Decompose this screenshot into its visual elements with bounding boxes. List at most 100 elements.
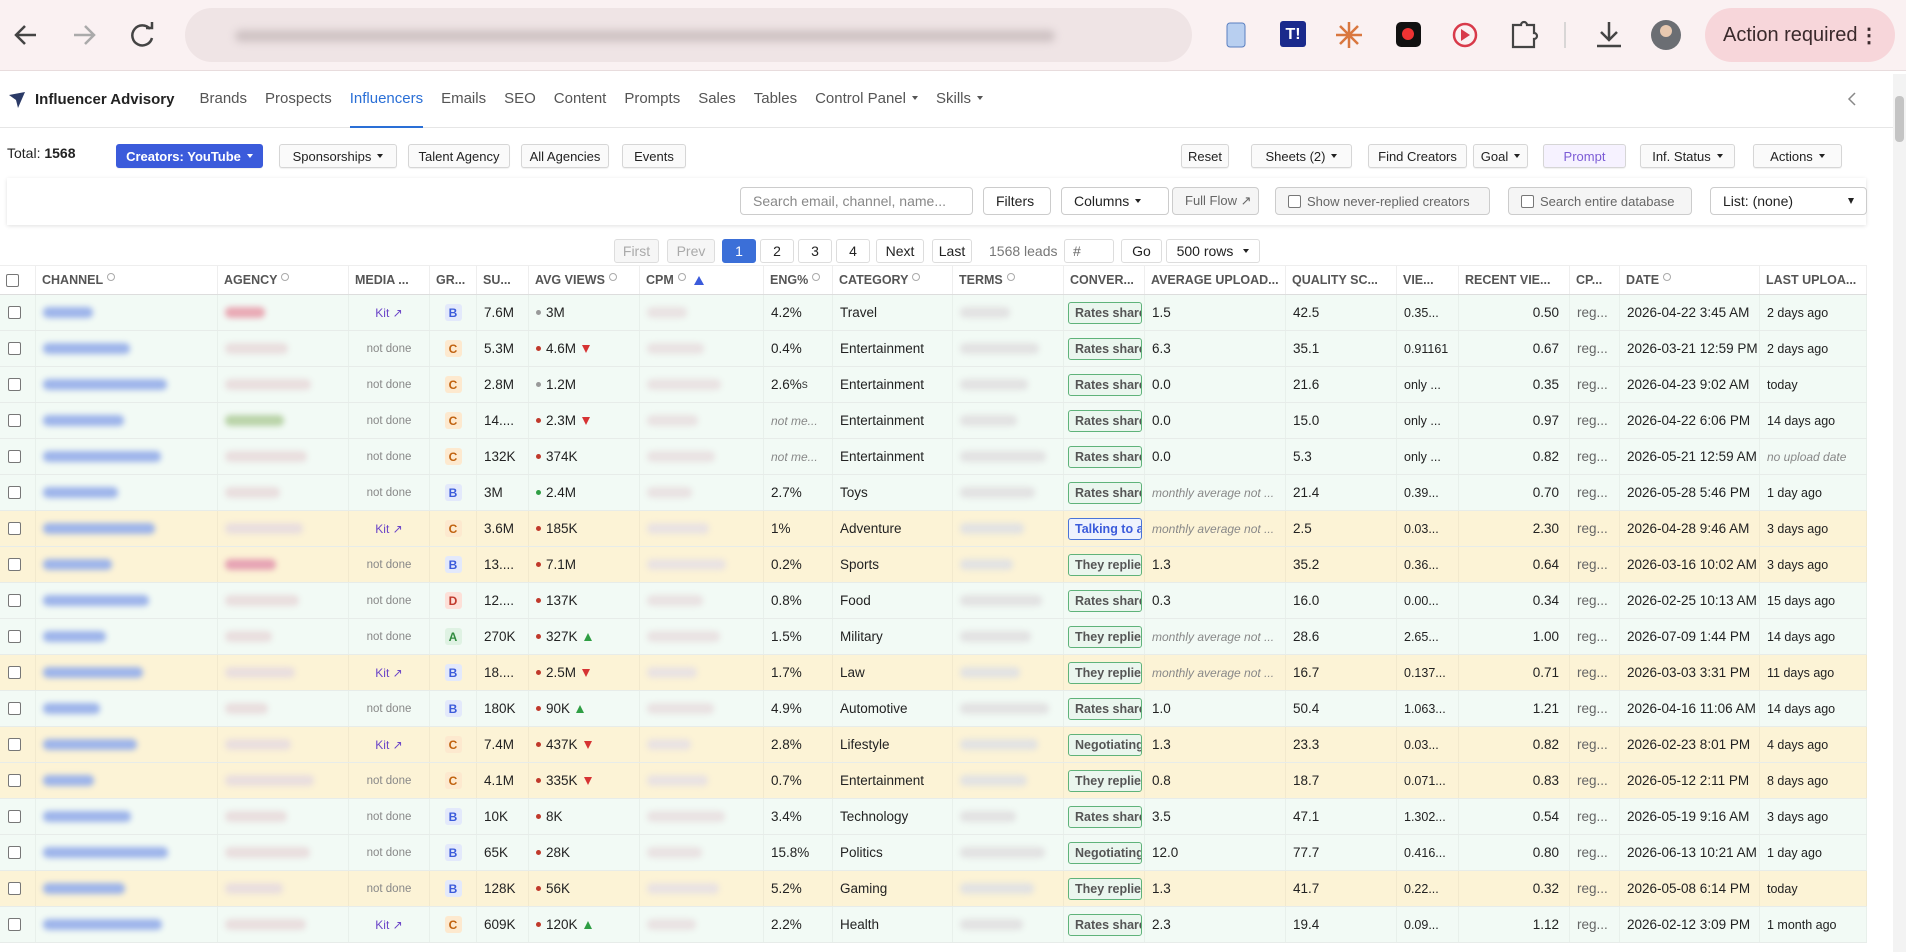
toolbar-button[interactable]: Inf. Status <box>1640 144 1735 168</box>
header-cell[interactable]: AVERAGE UPLOAD... <box>1145 266 1286 294</box>
entire-db-toggle[interactable]: Search entire database <box>1508 187 1692 215</box>
table-row[interactable]: not done C 132K 374K not me... Entertainment R… <box>0 439 1867 475</box>
rows-select[interactable]: 500 rows <box>1166 239 1260 263</box>
table-row[interactable]: Kit ↗ C 3.6M 185K 1% Adventure Talking to a mon… <box>0 511 1867 547</box>
header-cell[interactable]: CONVER... <box>1064 266 1145 294</box>
table-row[interactable]: not done B 13.... 7.1M 0.2% Sports They replie… <box>0 547 1867 583</box>
header-cell[interactable]: RECENT VIE... <box>1459 266 1570 294</box>
stage-badge[interactable]: They replie <box>1068 661 1142 684</box>
nav-item[interactable]: SEO <box>504 71 536 128</box>
table-row[interactable]: Kit ↗ B 7.6M 3M 4.2% Travel Rates share 1.5 42.5… <box>0 295 1867 331</box>
nav-item[interactable]: Content <box>554 71 607 128</box>
table-row[interactable]: not done C 4.1M 335K 0.7% Entertainment They r… <box>0 763 1867 799</box>
toolbar-button[interactable]: Talent Agency <box>408 144 510 168</box>
search-input[interactable]: Search email, channel, name... <box>740 187 973 215</box>
table-row[interactable]: not done C 5.3M 4.6M 0.4% Entertainment Rates … <box>0 331 1867 367</box>
header-cell[interactable]: CATEGORY <box>833 266 953 294</box>
prev-page[interactable]: Prev <box>667 239 715 263</box>
stage-badge[interactable]: Rates share <box>1068 373 1142 396</box>
nav-item[interactable]: Influencers <box>349 71 424 128</box>
table-row[interactable]: not done C 2.8M 1.2M 2.6% S Entertainment Rates… <box>0 367 1867 403</box>
nav-item[interactable]: Brands <box>199 71 247 128</box>
toolbar-button[interactable]: Creators: YouTube <box>116 144 263 168</box>
table-row[interactable]: not done B 3M 2.4M 2.7% Toys Rates share monthl… <box>0 475 1867 511</box>
table-row[interactable]: not done C 14.... 2.3M not me... Entertainmen… <box>0 403 1867 439</box>
header-cell[interactable]: SU... <box>477 266 529 294</box>
nav-item[interactable]: Prospects <box>265 71 332 128</box>
table-row[interactable]: not done D 12.... 137K 0.8% Food Rates share 0.… <box>0 583 1867 619</box>
table-row[interactable]: Kit ↗ C 7.4M 437K 2.8% Lifestyle Negotiating 1.… <box>0 727 1867 763</box>
stage-badge[interactable]: They replie <box>1068 769 1142 792</box>
row-checkbox[interactable] <box>8 666 21 679</box>
row-checkbox[interactable] <box>8 630 21 643</box>
table-row[interactable]: Kit ↗ B 18.... 2.5M 1.7% Law They replie monthl… <box>0 655 1867 691</box>
row-checkbox[interactable] <box>8 306 21 319</box>
row-checkbox[interactable] <box>8 846 21 859</box>
go-button[interactable]: Go <box>1121 239 1162 263</box>
brand[interactable]: Influencer Advisory <box>35 90 175 108</box>
table-row[interactable]: not done B 128K 56K 5.2% Gaming They replie 1.3… <box>0 871 1867 907</box>
first-page[interactable]: First <box>614 239 659 263</box>
table-row[interactable]: not done B 10K 8K 3.4% Technology Rates share 3… <box>0 799 1867 835</box>
page-number[interactable]: 1 <box>722 239 756 263</box>
nav-item[interactable]: Control Panel <box>815 71 918 128</box>
action-required[interactable]: Action required ⋮ <box>1705 8 1895 62</box>
toolbar-button[interactable]: Events <box>622 144 686 168</box>
stage-badge[interactable]: Negotiating <box>1068 841 1142 864</box>
row-checkbox[interactable] <box>8 342 21 355</box>
stage-badge[interactable]: Rates share <box>1068 697 1142 720</box>
stage-badge[interactable]: They replie <box>1068 877 1142 900</box>
row-checkbox[interactable] <box>8 522 21 535</box>
header-cell[interactable]: LAST UPLOA... <box>1760 266 1867 294</box>
toolbar-button[interactable]: Sheets (2) <box>1251 144 1352 168</box>
collapse[interactable] <box>1846 91 1858 107</box>
row-checkbox[interactable] <box>8 486 21 499</box>
toolbar-button[interactable]: Prompt <box>1543 144 1626 168</box>
stage-badge[interactable]: Rates share <box>1068 481 1142 504</box>
table-row[interactable]: not done B 65K 28K 15.8% Politics Negotiating 1… <box>0 835 1867 871</box>
row-checkbox[interactable] <box>8 882 21 895</box>
toolbar-button[interactable]: Reset <box>1181 144 1229 168</box>
stage-badge[interactable]: Rates share <box>1068 805 1142 828</box>
row-checkbox[interactable] <box>8 738 21 751</box>
next-page[interactable]: Next <box>876 239 924 263</box>
table-row[interactable]: not done A 270K 327K 1.5% Military They replie… <box>0 619 1867 655</box>
select-all[interactable] <box>6 273 19 287</box>
list-select[interactable]: List: (none) <box>1710 187 1867 215</box>
row-checkbox[interactable] <box>8 414 21 427</box>
toolbar-button[interactable]: All Agencies <box>521 144 609 168</box>
nav-item[interactable]: Tables <box>754 71 797 128</box>
address-bar[interactable] <box>185 8 1192 62</box>
nav-item[interactable]: Prompts <box>624 71 680 128</box>
stage-badge[interactable]: Talking to a <box>1068 517 1142 540</box>
checkbox[interactable] <box>1521 194 1534 208</box>
full-flow-button[interactable]: Full Flow ↗ <box>1172 187 1259 215</box>
scroll-thumb[interactable] <box>1895 96 1904 142</box>
header-cell[interactable]: DATE <box>1620 266 1760 294</box>
row-checkbox[interactable] <box>8 378 21 391</box>
scrollbar[interactable] <box>1893 74 1906 952</box>
page-number[interactable]: 3 <box>798 239 832 263</box>
header-cell[interactable]: MEDIA ... <box>349 266 430 294</box>
row-checkbox[interactable] <box>8 450 21 463</box>
header-cell[interactable]: QUALITY SC... <box>1286 266 1397 294</box>
row-checkbox[interactable] <box>8 810 21 823</box>
stage-badge[interactable]: Rates share <box>1068 589 1142 612</box>
table-row[interactable]: not done B 180K 90K 4.9% Automotive Rates shar… <box>0 691 1867 727</box>
last-page[interactable]: Last <box>932 239 972 263</box>
stage-badge[interactable]: Rates share <box>1068 913 1142 936</box>
stage-badge[interactable]: They replie <box>1068 553 1142 576</box>
nav-item[interactable]: Sales <box>698 71 736 128</box>
header-cell[interactable]: CP... <box>1570 266 1620 294</box>
toolbar-button[interactable]: Find Creators <box>1368 144 1467 168</box>
stage-badge[interactable]: Rates share <box>1068 301 1142 324</box>
columns-button[interactable]: Columns <box>1061 187 1169 215</box>
toolbar-button[interactable]: Goal <box>1473 144 1528 168</box>
header-cell[interactable]: GR... <box>430 266 477 294</box>
page-input[interactable]: # <box>1064 239 1114 263</box>
header-cell[interactable]: CPM <box>640 266 764 294</box>
row-checkbox[interactable] <box>8 918 21 931</box>
header-cell[interactable]: TERMS <box>953 266 1064 294</box>
stage-badge[interactable]: They replie <box>1068 625 1142 648</box>
nav-item[interactable]: Emails <box>441 71 486 128</box>
